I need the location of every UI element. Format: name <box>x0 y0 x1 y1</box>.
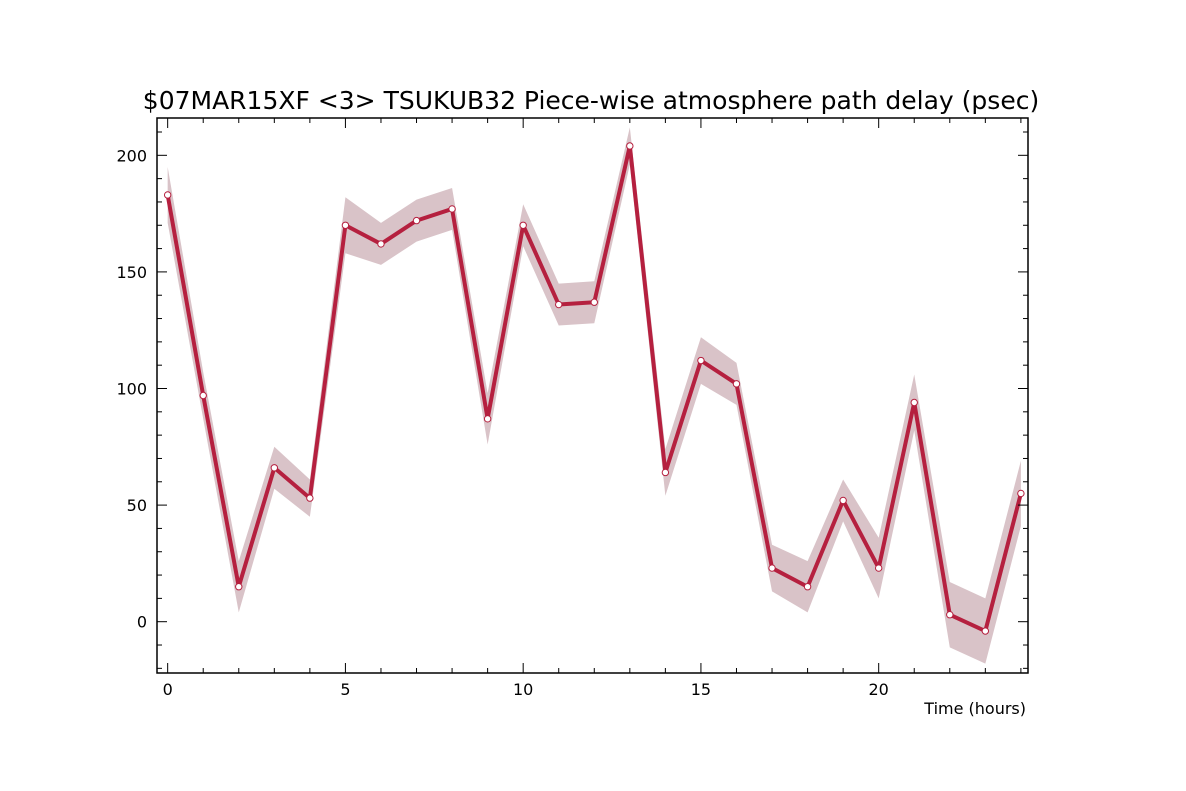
x-axis-label: Time (hours) <box>923 699 1026 718</box>
data-point <box>519 221 527 229</box>
data-point <box>946 611 954 619</box>
data-point <box>306 494 314 502</box>
y-tick-label: 50 <box>127 496 147 515</box>
x-tick-label: 0 <box>163 680 173 699</box>
error-band-layer <box>167 127 1021 664</box>
x-tick-label: 5 <box>340 680 350 699</box>
data-point <box>270 464 279 472</box>
y-tick-label: 100 <box>116 380 147 399</box>
data-point <box>661 468 670 477</box>
data-point <box>377 240 385 248</box>
data-point <box>590 298 598 306</box>
series-line <box>165 143 1023 634</box>
data-point <box>626 142 634 150</box>
data-point <box>803 583 812 591</box>
tick-layer <box>157 118 1028 673</box>
data-point <box>483 415 492 423</box>
data-point <box>341 221 350 229</box>
data-point <box>448 205 456 213</box>
y-tick-label: 200 <box>116 146 147 165</box>
data-point <box>910 398 918 407</box>
data-point <box>199 391 207 400</box>
x-tick-label: 15 <box>691 680 711 699</box>
data-point-layer <box>163 142 1025 635</box>
data-point <box>1017 489 1025 498</box>
data-point <box>768 564 776 572</box>
x-tick-label: 10 <box>513 680 533 699</box>
data-point <box>235 583 243 591</box>
data-point <box>981 627 990 635</box>
data-point <box>697 356 705 365</box>
data-point <box>163 191 172 199</box>
data-point <box>874 564 883 572</box>
x-tick-label: 20 <box>869 680 889 699</box>
error-band <box>167 127 1021 664</box>
data-point <box>732 380 741 388</box>
series-line-layer <box>165 143 1023 634</box>
y-tick-label: 0 <box>137 613 147 632</box>
y-tick-label: 150 <box>116 263 147 282</box>
data-point <box>412 216 421 225</box>
data-point <box>555 300 563 309</box>
plot-frame <box>156 117 1029 674</box>
chart-title: $07MAR15XF <3> TSUKUB32 Piece-wise atmos… <box>143 86 1039 115</box>
data-point <box>839 496 847 505</box>
